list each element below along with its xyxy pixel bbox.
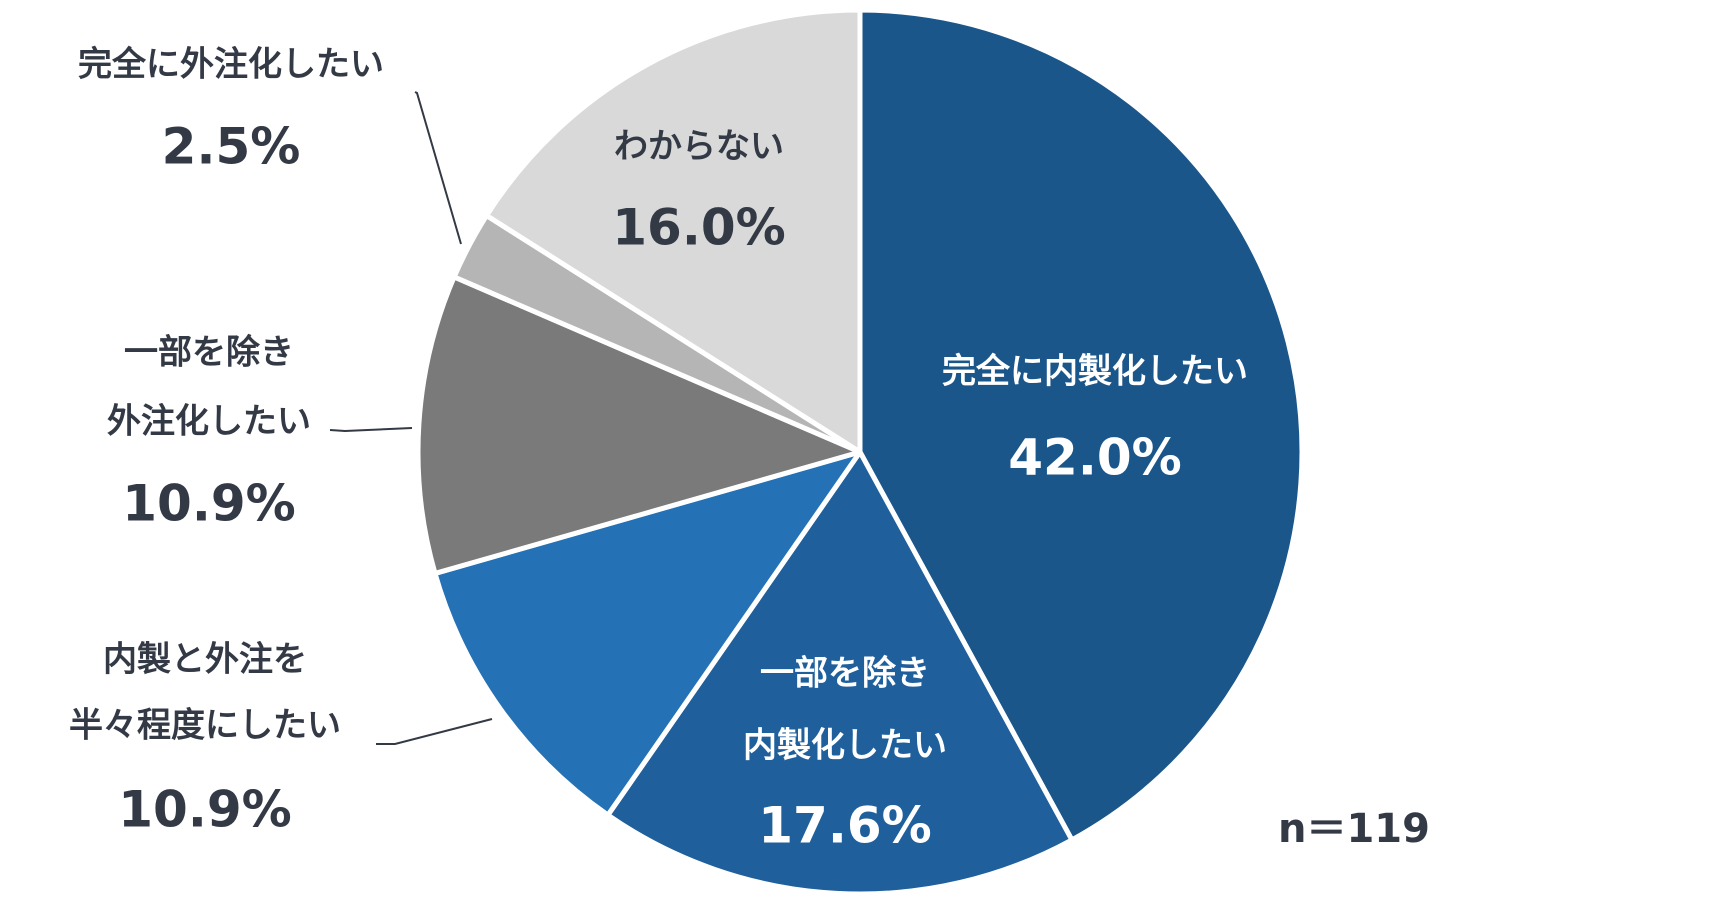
slice-label: 一部を除き bbox=[124, 333, 294, 373]
pie-slice bbox=[415, 274, 863, 576]
value-label: 10.9% bbox=[122, 475, 295, 533]
slice-label: 完全に内製化したい bbox=[942, 352, 1248, 392]
pie-slice bbox=[432, 449, 863, 818]
slice-label: 内製と外注を bbox=[103, 640, 307, 680]
value-label: 17.6% bbox=[758, 797, 931, 855]
leader-line bbox=[376, 718, 493, 745]
value-label: 10.9% bbox=[118, 781, 291, 839]
slice-label: 半々程度にしたい bbox=[69, 706, 341, 746]
slice-label: 外注化したい bbox=[107, 402, 311, 442]
pie-slice bbox=[605, 449, 1075, 897]
leader-line bbox=[414, 91, 462, 245]
slice-label: 一部を除き bbox=[760, 654, 930, 694]
slice-label: 内製化したい bbox=[743, 726, 947, 766]
value-label: 16.0% bbox=[612, 199, 785, 257]
slice-label: わからない bbox=[614, 127, 784, 167]
sample-size: n＝119 bbox=[1278, 806, 1430, 852]
value-label: 2.5% bbox=[162, 118, 301, 176]
value-label: 42.0% bbox=[1008, 429, 1181, 487]
pie-slice bbox=[484, 7, 863, 455]
pie-slice bbox=[857, 7, 1305, 843]
slice-label: 完全に外注化したい bbox=[78, 45, 384, 85]
leader-line bbox=[329, 427, 413, 433]
